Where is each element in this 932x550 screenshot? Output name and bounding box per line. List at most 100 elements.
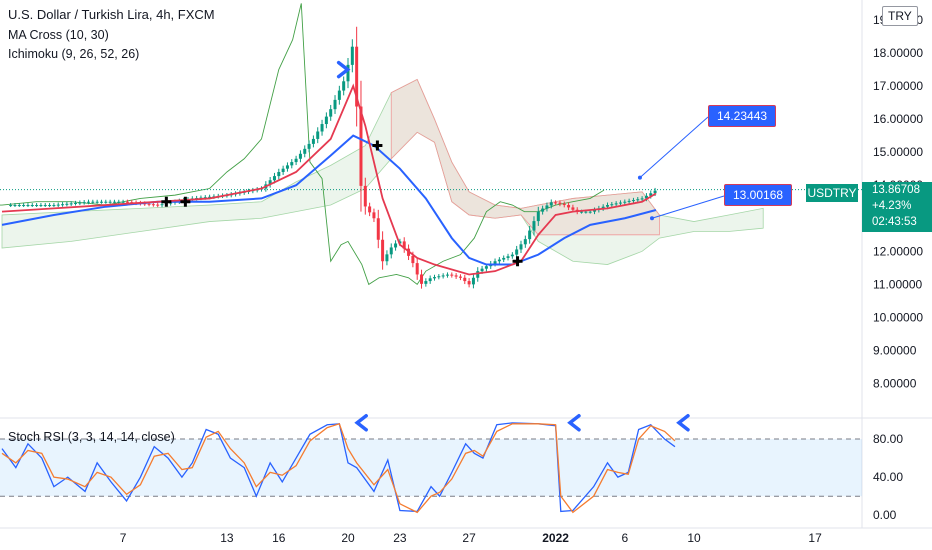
stoch-d-line: [1, 423, 676, 514]
price-tick-label: 8.00000: [873, 377, 917, 391]
candle-body: [580, 211, 584, 213]
candle-body: [497, 259, 501, 262]
candle-body: [61, 204, 65, 206]
bar-countdown: 02:43:53: [872, 216, 917, 228]
candle-body: [359, 106, 363, 186]
candle-body: [346, 64, 350, 82]
time-tick-label: 17: [808, 531, 822, 545]
candle-body: [13, 205, 17, 207]
candle-body: [285, 165, 289, 169]
candle-body: [618, 202, 622, 204]
time-tick-label: 13: [220, 531, 234, 545]
candle-body: [463, 277, 467, 282]
candle-body: [545, 205, 549, 209]
candle-body: [493, 261, 497, 264]
candle-body: [281, 168, 285, 172]
candle-body: [99, 201, 103, 203]
candle-body: [268, 180, 272, 185]
target-price-label-low[interactable]: 13.00168: [724, 184, 793, 206]
candle-body: [121, 201, 125, 203]
candle-body: [381, 239, 385, 262]
price-tick-label: 15.00000: [873, 145, 923, 159]
stoch-arrow-icon: [354, 414, 368, 432]
candle-body: [506, 256, 510, 258]
candle-body: [554, 202, 558, 204]
candle-body: [372, 212, 376, 219]
ma-cross-legend[interactable]: MA Cross (10, 30): [8, 28, 109, 42]
candle-body: [125, 201, 129, 203]
candle-body: [52, 205, 56, 207]
candle-body: [104, 201, 108, 203]
cross-marker: [512, 256, 523, 267]
stoch-rsi-legend[interactable]: Stoch RSI (3, 3, 14, 14, close): [8, 430, 175, 444]
candle-body: [95, 201, 99, 203]
candle-body: [445, 274, 449, 276]
candle-body: [56, 204, 60, 206]
candle-body: [562, 203, 566, 206]
ichimoku-lagging-span: [0, 3, 605, 286]
candle-body: [536, 211, 540, 222]
candle-body: [272, 176, 276, 181]
candle-body: [471, 277, 475, 285]
target-high-leader: [639, 116, 709, 178]
candle-body: [203, 197, 207, 199]
candle-body: [303, 148, 307, 154]
candle-body: [510, 254, 514, 257]
candle-body: [329, 109, 333, 117]
candle-body: [147, 203, 151, 205]
candle-body: [389, 247, 393, 255]
candle-body: [549, 202, 553, 206]
candle-body: [541, 208, 545, 212]
candle-body: [623, 201, 627, 203]
price-tick-label: 18.00000: [873, 46, 923, 60]
price-tick-label: 16.00000: [873, 112, 923, 126]
candle-body: [363, 185, 367, 207]
candle-body: [307, 143, 311, 149]
price-change: +4.23%: [872, 200, 912, 212]
candle-body: [65, 203, 69, 205]
price-tick-label: 17.00000: [873, 79, 923, 93]
candle-body: [394, 243, 398, 248]
candle-body: [627, 200, 631, 202]
candle-body: [644, 195, 648, 199]
stoch-arrow-icon: [676, 414, 690, 432]
target-low-leader: [651, 195, 725, 219]
candle-body: [458, 276, 462, 278]
price-tick-label: 10.00000: [873, 310, 923, 324]
time-tick-label: 6: [621, 531, 628, 545]
candle-body: [337, 90, 341, 100]
candle-body: [519, 244, 523, 250]
candle-body: [160, 204, 164, 206]
candle-body: [636, 199, 640, 201]
ma-slow-line: [1, 134, 657, 266]
stoch-tick-label: 40.00: [873, 470, 903, 484]
stoch-tick-label: 80.00: [873, 432, 903, 446]
time-tick-label: 23: [393, 531, 407, 545]
candle-body: [437, 276, 441, 278]
candle-body: [87, 201, 90, 203]
candle-body: [502, 257, 506, 260]
candle-body: [588, 211, 592, 213]
candle-body: [532, 221, 536, 231]
candle-body: [108, 201, 112, 203]
candle-body: [601, 206, 605, 209]
stoch-arrow-icon: [567, 414, 581, 432]
candle-body: [567, 205, 571, 208]
stoch-k-line: [1, 422, 676, 513]
candle-body: [649, 193, 653, 196]
candle-body: [324, 116, 328, 125]
ichimoku-legend[interactable]: Ichimoku (9, 26, 52, 26): [8, 47, 140, 61]
candle-body: [610, 204, 614, 206]
candle-body: [320, 124, 324, 132]
target-price-label-high[interactable]: 14.23443: [708, 105, 777, 127]
cross-marker: [372, 140, 383, 151]
currency-label[interactable]: TRY: [882, 6, 918, 26]
candle-body: [584, 211, 588, 213]
candle-body: [74, 202, 78, 204]
candle-body: [523, 239, 527, 245]
candle-body: [368, 206, 372, 213]
candle-body: [82, 202, 86, 204]
candle-body: [593, 210, 597, 212]
